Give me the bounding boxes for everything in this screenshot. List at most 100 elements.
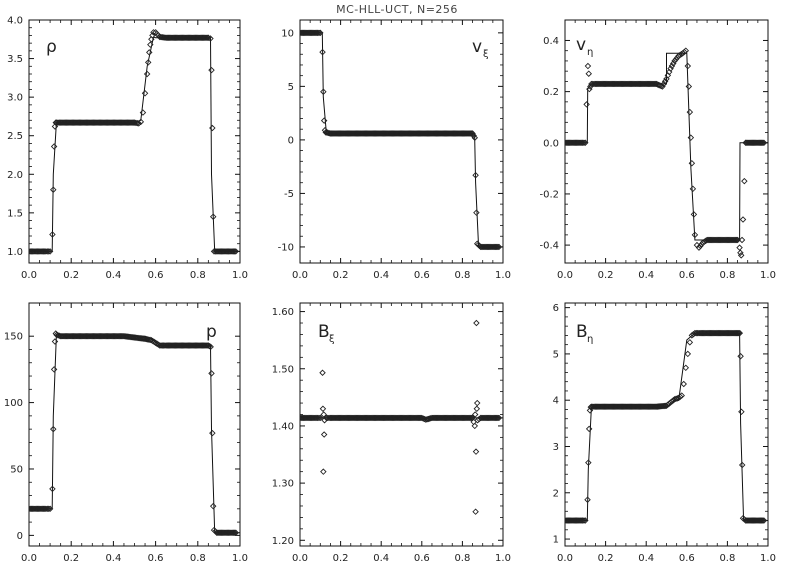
data-point	[150, 29, 157, 36]
y-tick-label: 5	[553, 349, 559, 360]
y-tick-label: 1.60	[272, 307, 294, 318]
data-point	[741, 177, 748, 185]
x-tick-label: 0.2	[63, 553, 79, 564]
y-tick-label: 100	[4, 398, 23, 409]
data-point	[314, 414, 321, 422]
data-point	[472, 508, 479, 515]
data-point	[686, 339, 694, 346]
x-tick-label: 0.2	[63, 270, 79, 281]
data-point	[685, 83, 693, 90]
series-line	[29, 36, 240, 252]
data-point	[473, 399, 481, 407]
x-tick-label: 0.0	[557, 270, 573, 281]
data-point	[493, 414, 500, 422]
data-point	[468, 414, 475, 422]
data-point	[315, 414, 323, 422]
series-markers	[565, 329, 768, 524]
y-tick-label: 50	[10, 464, 23, 475]
data-point	[585, 425, 593, 433]
data-point	[232, 529, 240, 536]
data-point	[314, 29, 321, 37]
data-point	[674, 395, 681, 402]
data-point	[42, 248, 50, 255]
y-tick-label: 3.5	[7, 54, 23, 65]
data-point	[735, 329, 742, 337]
data-point	[319, 405, 327, 413]
data-point	[584, 62, 592, 70]
data-point	[579, 517, 586, 524]
series-markers	[29, 29, 240, 255]
data-point	[209, 213, 217, 220]
data-point	[737, 249, 744, 257]
data-point	[760, 139, 768, 147]
data-point	[144, 59, 152, 66]
y-tick-label: 3	[553, 442, 559, 453]
data-point	[42, 505, 50, 513]
y-tick-label: 2.0	[7, 170, 23, 181]
data-point	[732, 236, 739, 244]
y-tick-label: -5	[284, 189, 294, 200]
data-point	[135, 120, 142, 127]
x-tick-label: 0.6	[148, 553, 164, 564]
data-point	[44, 248, 51, 255]
x-tick-label: 0.4	[638, 553, 654, 564]
x-tick-label: 0.4	[373, 553, 389, 564]
data-point	[202, 34, 210, 41]
data-point	[416, 414, 423, 422]
data-point	[682, 364, 690, 372]
x-tick-label: 0.0	[557, 553, 573, 564]
data-point	[672, 395, 680, 403]
data-point	[584, 496, 591, 503]
data-point	[45, 248, 52, 255]
y-tick-label: 10	[281, 28, 294, 39]
data-point	[473, 405, 481, 413]
data-point	[691, 231, 699, 239]
data-point	[737, 352, 744, 360]
x-tick-label: 0.2	[598, 270, 614, 281]
data-point	[46, 248, 54, 255]
data-point	[672, 55, 680, 63]
series-markers	[300, 319, 503, 515]
data-point	[734, 329, 741, 337]
data-point	[738, 236, 746, 244]
data-point	[738, 461, 746, 469]
data-point	[583, 101, 590, 108]
panel-label: v	[472, 37, 482, 57]
x-tick-label: 0.0	[292, 270, 308, 281]
data-point	[680, 380, 687, 388]
data-point	[686, 108, 694, 116]
x-tick-label: 1.0	[232, 270, 248, 281]
data-point	[495, 243, 503, 251]
data-point	[147, 41, 154, 48]
data-point	[148, 36, 155, 43]
data-point	[207, 343, 214, 351]
data-point	[320, 468, 327, 475]
data-point	[320, 117, 328, 124]
data-point	[139, 335, 146, 342]
data-point	[473, 209, 480, 216]
data-point	[208, 370, 215, 377]
y-tick-label: 0.0	[543, 138, 559, 149]
x-tick-label: 0.0	[21, 270, 37, 281]
data-point	[684, 350, 692, 358]
y-tick-label: 0.4	[543, 36, 559, 47]
data-point	[319, 369, 326, 376]
panel-label: B	[318, 322, 330, 342]
x-tick-label: 0.2	[333, 270, 349, 281]
y-tick-label: 1.20	[272, 536, 294, 547]
x-tick-label: 0.8	[190, 270, 206, 281]
data-point	[676, 393, 684, 400]
y-tick-label: 1.40	[272, 421, 294, 432]
x-tick-label: 1.0	[495, 553, 511, 564]
data-point	[137, 118, 145, 126]
data-point	[208, 66, 215, 74]
data-point	[585, 459, 592, 466]
data-point	[689, 185, 697, 193]
x-tick-label: 0.4	[105, 553, 121, 564]
data-point	[317, 29, 324, 37]
x-tick-label: 0.6	[414, 553, 430, 564]
data-point	[230, 248, 237, 255]
data-point	[209, 429, 216, 437]
data-point	[143, 70, 151, 78]
